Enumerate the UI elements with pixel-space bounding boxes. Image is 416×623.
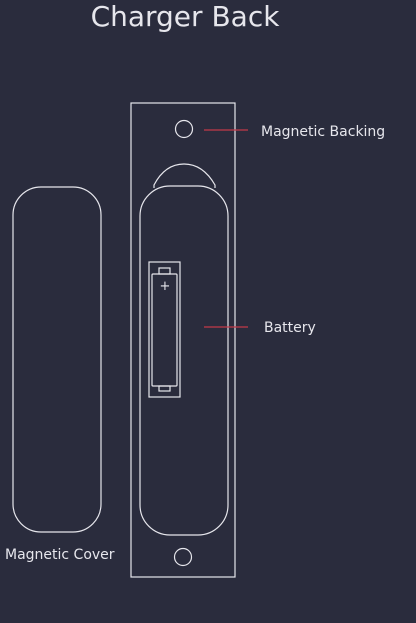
battery-positive-terminal (158, 267, 171, 275)
latch-tab (153, 163, 216, 188)
battery: + (148, 261, 181, 398)
magnetic-cover (12, 186, 102, 533)
bottom-mounting-hole (173, 547, 193, 567)
battery-compartment (139, 185, 229, 536)
top-mounting-hole (174, 119, 194, 139)
diagram-title: Charger Back (91, 0, 281, 33)
battery-holder (148, 261, 181, 398)
magnetic-cover-label: Magnetic Cover (5, 547, 115, 563)
magnetic-backing-label: Magnetic Backing (261, 124, 385, 140)
battery-plus-symbol: + (160, 279, 171, 294)
back-plate (130, 102, 236, 578)
battery-label: Battery (264, 320, 316, 336)
battery-negative-terminal (158, 385, 171, 392)
